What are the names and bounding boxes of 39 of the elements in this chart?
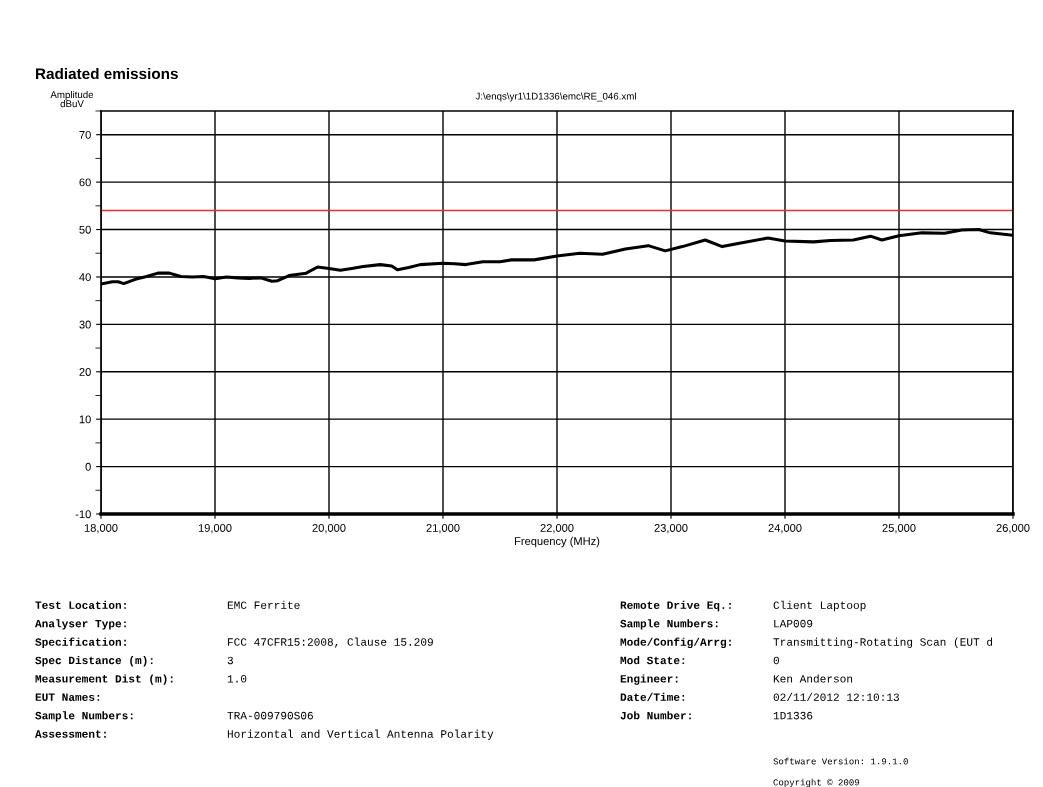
text: Software Version: 1.9.1.0: [773, 757, 908, 765]
y-tick-label: 50: [79, 225, 91, 234]
y-tick-label: 30: [79, 320, 91, 329]
x-tick-label: 19,000: [198, 524, 232, 534]
y-tick-label: 0: [85, 462, 91, 471]
text: Remote Drive Eq.: Client Laptoop: [620, 600, 866, 612]
chart-subtitle: J:\enqs\yr1\1D1336\emc\RE_046.xml: [475, 92, 636, 102]
text: Job Number: 1D1336: [620, 711, 813, 720]
text: Mod State: 0: [620, 656, 779, 665]
x-tick-label: 22,000: [540, 524, 574, 534]
y-tick-label: -10: [75, 510, 91, 519]
y-tick-label: 40: [79, 273, 91, 282]
x-tick-label: 25,000: [882, 524, 916, 534]
text: Sample Numbers: LAP009: [620, 619, 813, 630]
text: Measurement Dist (m): 1.0: [35, 674, 247, 685]
x-tick-label: 20,000: [312, 524, 346, 534]
y-tick-label: 70: [79, 130, 91, 139]
y-tick-label: 20: [79, 368, 91, 376]
x-tick-label: 26,000: [996, 524, 1030, 534]
y-axis-title: Amplitude dBuV: [50, 90, 94, 108]
text: Copyright © 2009: [773, 778, 860, 787]
text: Spec Distance (m): 3: [35, 656, 233, 667]
text: Assessment: Horizontal and Vertical Antenna Polarity: [35, 729, 494, 740]
text: Mode/Config/Arrg: Transmitting-Rotating Scan (EUT d: [620, 637, 993, 649]
text: Specification: FCC 47CFR15:2008, Clause 15.209: [35, 637, 433, 649]
y-tick-label: 60: [79, 178, 91, 187]
chart-title: Radiated emissions: [36, 67, 178, 80]
x-tick-label: 24,000: [768, 524, 802, 534]
y-tick-label: 10: [79, 415, 91, 424]
x-tick-label: 23,000: [654, 524, 688, 534]
x-tick-label: 21,000: [426, 524, 460, 534]
x-tick-label: 18,000: [84, 524, 118, 534]
x-axis-title: Frequency (MHz): [515, 536, 600, 548]
text: Date/Time: 02/11/2012 12:10:13: [620, 692, 899, 701]
text: EUT Names:: [35, 693, 100, 701]
text: Test Location: EMC Ferrite: [35, 600, 300, 609]
text: Engineer: Ken Anderson: [620, 674, 853, 685]
text: Sample Numbers: TRA-009790S06: [35, 711, 313, 722]
text: Analyser Type:: [35, 619, 126, 630]
